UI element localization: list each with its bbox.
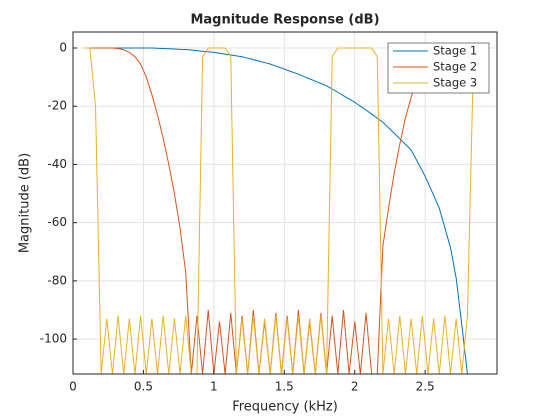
legend-label: Stage 2 [433, 60, 477, 74]
series-line [89, 47, 468, 374]
y-tick-label: -40 [47, 157, 67, 171]
axes-box [72, 31, 498, 375]
y-tick-label: -100 [40, 332, 67, 346]
x-tick-label: 0.5 [134, 380, 153, 394]
y-tick-label: -20 [47, 99, 67, 113]
y-tick-label: -80 [47, 273, 67, 287]
x-tick-label: 0 [69, 380, 77, 394]
y-axis-label: Magnitude (dB) [18, 153, 33, 253]
series-line [84, 47, 480, 374]
series-line [89, 47, 474, 374]
x-tick-label: 2.5 [416, 380, 435, 394]
x-tick-label: 1 [210, 380, 218, 394]
x-tick-label: 1.5 [275, 380, 294, 394]
legend-label: Stage 3 [433, 76, 477, 90]
y-tick-label: -60 [47, 215, 67, 229]
x-tick-label: 2 [351, 380, 359, 394]
lines [84, 47, 480, 374]
legend: Stage 1 Stage 2 Stage 3 [387, 42, 490, 94]
x-axis-label: Frequency (kHz) [232, 400, 338, 415]
y-tick-label: 0 [59, 41, 67, 55]
legend-label: Stage 1 [433, 44, 477, 58]
ticks: 0 0.5 1 1.5 2 2.5 -100 -80 -60 -40 -20 0 [40, 41, 435, 394]
chart-title: Magnitude Response (dB) [190, 13, 379, 28]
